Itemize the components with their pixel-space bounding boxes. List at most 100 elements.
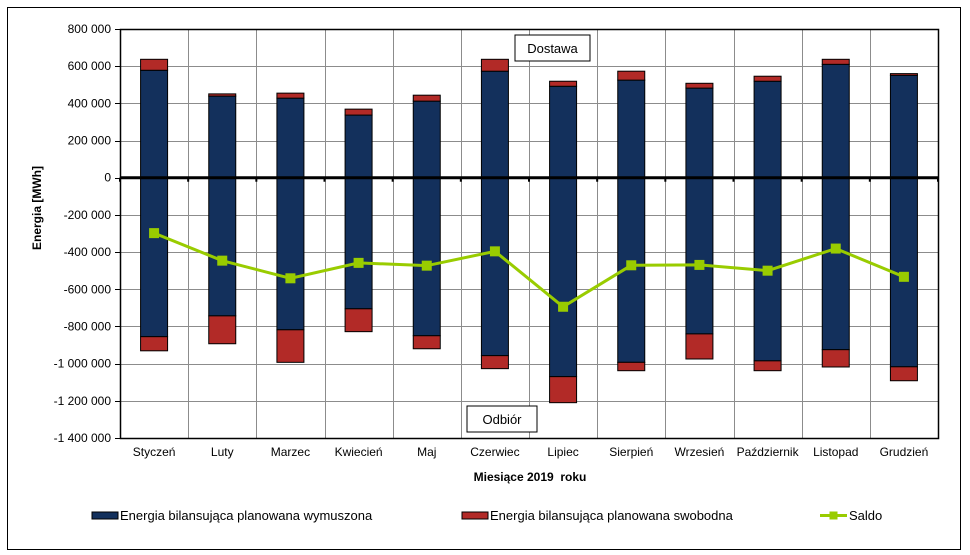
x-tick-label: Luty [211, 445, 234, 459]
annotation-dostawa: Dostawa [514, 34, 591, 62]
saldo-point [762, 265, 773, 276]
x-tick-labels: Styczeń Luty Marzec Kwiecień Maj Czerwiec Lipi… [133, 445, 929, 459]
saldo-point [694, 259, 705, 270]
saldo-point [558, 301, 569, 312]
x-tick-label: Czerwiec [470, 445, 519, 459]
legend-item-swobodna: Energia bilansująca planowana swobodna [461, 508, 734, 523]
y-tick-label: 400 000 [68, 96, 112, 110]
saldo-point [830, 243, 841, 254]
saldo-point [626, 260, 637, 271]
bar-wymuszona-offtake [685, 177, 714, 335]
bar-wymuszona-supply [821, 63, 850, 179]
y-tick-label: 0 [104, 171, 111, 185]
bar-swobodna-supply [412, 94, 441, 102]
bar-wymuszona-supply [276, 97, 305, 179]
x-tick-label: Marzec [271, 445, 310, 459]
saldo-polyline [153, 231, 905, 309]
bar-wymuszona-offtake [412, 177, 441, 337]
y-axis-title: Energia [MWh] [30, 166, 44, 250]
x-tick-label: Wrzesień [675, 445, 725, 459]
legend-swatch-swobodna [461, 511, 489, 520]
bar-swobodna-supply [617, 70, 646, 81]
y-tick-label: -1 200 000 [54, 394, 112, 408]
x-tick-label: Styczeń [133, 445, 176, 459]
bar-wymuszona-supply [889, 74, 918, 179]
plot-area-border [119, 28, 940, 440]
bar-wymuszona-supply [549, 85, 578, 179]
legend-marker-saldo [829, 511, 838, 520]
bar-swobodna-offtake [140, 336, 169, 352]
x-tick-label: Lipiec [547, 445, 578, 459]
axes [115, 28, 940, 440]
bar-wymuszona-offtake [821, 177, 850, 351]
bar-swobodna-offtake [753, 360, 782, 372]
bar-swobodna-supply [208, 93, 237, 97]
x-tick-label: Maj [417, 445, 436, 459]
bar-swobodna-offtake [208, 315, 237, 345]
bar-swobodna-supply [276, 92, 305, 99]
bar-wymuszona-offtake [276, 177, 305, 331]
x-tick-label: Październik [737, 445, 800, 459]
bar-swobodna-supply [344, 108, 373, 116]
y-tick-label: -600 000 [64, 282, 112, 296]
x-axis-title: Miesiące 2019 roku [474, 470, 587, 484]
bar-swobodna-supply [685, 82, 714, 89]
y-tick-label: -1 400 000 [54, 431, 112, 445]
bar-swobodna-supply [889, 73, 918, 76]
x-tick-label: Grudzień [880, 445, 929, 459]
annotation-dostawa-label: Dostawa [527, 41, 578, 56]
annotation-odbior-label: Odbiór [482, 412, 522, 427]
bar-swobodna-supply [549, 80, 578, 87]
saldo-point [353, 257, 364, 268]
saldo-point [898, 271, 909, 282]
bar-wymuszona-supply [140, 69, 169, 179]
legend-label-swobodna: Energia bilansująca planowana swobodna [490, 508, 734, 523]
y-tick-labels: 800 000 600 000 400 000 200 000 0 -200 000 -40… [54, 22, 112, 445]
y-tick-label: -200 000 [64, 208, 112, 222]
bars [140, 58, 918, 404]
bar-wymuszona-offtake [344, 177, 373, 310]
bar-swobodna-offtake [344, 308, 373, 333]
saldo-point [421, 260, 432, 271]
bar-wymuszona-offtake [480, 177, 509, 357]
bar-swobodna-supply [821, 58, 850, 65]
saldo-point [217, 255, 228, 266]
x-tick-label: Listopad [813, 445, 858, 459]
bar-wymuszona-supply [344, 114, 373, 179]
y-tick-label: -400 000 [64, 245, 112, 259]
bar-swobodna-offtake [685, 333, 714, 360]
legend-item-saldo: Saldo [820, 508, 882, 523]
saldo-point [285, 273, 296, 284]
bar-wymuszona-supply [208, 95, 237, 179]
y-tick-label: 800 000 [68, 22, 112, 36]
legend-label-wymuszona: Energia bilansująca planowana wymuszona [120, 508, 373, 523]
bar-wymuszona-supply [685, 87, 714, 179]
bar-wymuszona-supply [753, 80, 782, 179]
annotation-odbior: Odbiór [466, 405, 538, 433]
legend-label-saldo: Saldo [849, 508, 882, 523]
legend-swatch-wymuszona [91, 511, 119, 520]
bar-wymuszona-supply [617, 79, 646, 179]
bar-swobodna-supply [753, 75, 782, 82]
legend-item-wymuszona: Energia bilansująca planowana wymuszona [91, 508, 373, 523]
y-tick-label: -1 000 000 [54, 357, 112, 371]
bar-swobodna-offtake [549, 376, 578, 404]
bar-wymuszona-supply [412, 100, 441, 179]
legend: Energia bilansująca planowana wymuszona … [91, 508, 882, 523]
x-tick-label: Kwiecień [335, 445, 383, 459]
bar-swobodna-offtake [412, 335, 441, 350]
bar-swobodna-supply [480, 58, 509, 72]
bar-swobodna-offtake [889, 366, 918, 382]
saldo-point [149, 228, 160, 239]
bar-swobodna-offtake [276, 329, 305, 363]
zero-line [119, 176, 939, 182]
y-tick-label: 200 000 [68, 134, 112, 148]
bar-swobodna-offtake [821, 349, 850, 368]
bar-swobodna-offtake [480, 355, 509, 370]
y-tick-label: 600 000 [68, 59, 112, 73]
bar-swobodna-offtake [617, 361, 646, 372]
bar-wymuszona-offtake [140, 177, 169, 338]
gridlines [120, 29, 938, 439]
bar-wymuszona-offtake [208, 177, 237, 317]
